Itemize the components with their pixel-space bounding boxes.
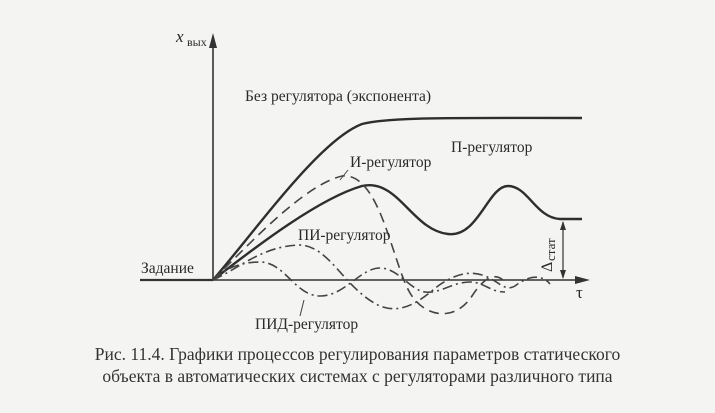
delta-arrow-top-icon [560,221,566,230]
y-axis-label-sub: вых [187,35,207,49]
curve-pid-regulator [212,261,506,297]
label-i-regulator: И-регулятор [350,154,432,171]
curve-p-regulator [212,183,582,281]
leader-i-regulator [339,169,349,181]
x-axis-arrow-icon [575,276,590,284]
delta-arrow-bottom-icon [560,270,566,279]
caption-line-2: объекта в автоматических системах с регу… [102,366,613,386]
leader-pid-regulator [299,299,305,317]
caption-line-1: Рис. 11.4. Графики процессов регулирован… [94,344,621,364]
y-axis-arrow-icon [209,33,217,48]
label-no-regulator: Без регулятора (экспонента) [245,88,431,105]
label-pid-regulator: ПИД-регулятор [255,316,358,333]
delta-label-sub: стат [543,238,558,261]
figure-caption: Рис. 11.4. Графики процессов регулирован… [0,343,715,387]
y-axis-label: x [175,27,184,46]
label-pi-regulator: ПИ-регулятор [298,227,391,244]
delta-label: Δ [539,262,556,272]
setpoint-label: Задание [141,260,194,277]
curve-i-regulator [212,175,506,315]
curve-pi-regulator [212,244,551,310]
x-axis-label: τ [576,283,583,302]
label-p-regulator: П-регулятор [451,139,533,156]
curve-no-regulator [212,116,583,281]
